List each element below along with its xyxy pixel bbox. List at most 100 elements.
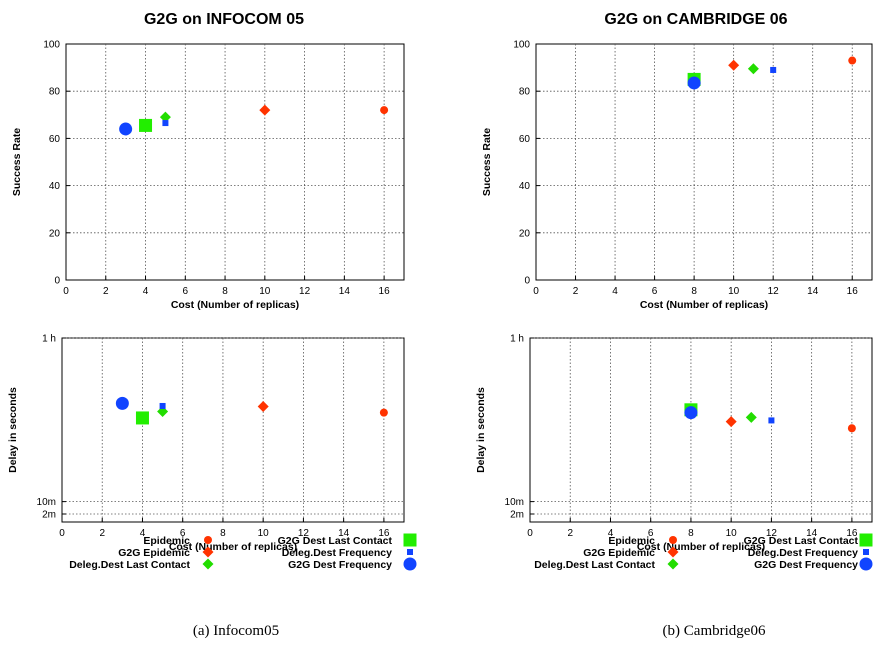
plot-cambridge-delay: 0 2 4 6 8 10 12 14 16 10m 1 h 2m Cost (Number of rep… bbox=[475, 334, 873, 553]
y-axis-label: Success Rate bbox=[11, 128, 23, 196]
x-tick-label: 0 bbox=[59, 528, 65, 539]
plot-infocom-delay: 0 2 4 6 8 10 12 14 16 10m 1 h 2m Cost (Number of rep… bbox=[7, 334, 405, 553]
y-tick-label: 2m bbox=[510, 510, 524, 521]
legend-marker-g2g-epidemic bbox=[667, 546, 679, 558]
x-tick-label: 8 bbox=[688, 528, 694, 539]
x-tick-label: 2 bbox=[567, 528, 573, 539]
y-tick-label: 80 bbox=[49, 87, 61, 98]
data-point-g2g-frequency bbox=[684, 406, 698, 420]
y-tick-label: 10m bbox=[505, 497, 524, 508]
data-point-g2g-frequency bbox=[115, 396, 129, 410]
y-tick-label: 10m bbox=[37, 497, 56, 508]
caption-b: (b) Cambridge06 bbox=[663, 623, 766, 639]
y-tick-label: 80 bbox=[519, 87, 531, 98]
data-point-deleg-last-contact bbox=[747, 63, 759, 75]
data-point-epidemic bbox=[847, 424, 856, 433]
y-tick-label: 40 bbox=[49, 181, 61, 192]
data-point-g2g-frequency bbox=[687, 76, 701, 90]
x-tick-label: 0 bbox=[533, 286, 539, 297]
legend-marker-g2g-last-contact bbox=[403, 533, 417, 547]
x-tick-label: 6 bbox=[180, 528, 186, 539]
x-tick-label: 12 bbox=[766, 528, 778, 539]
x-tick-label: 4 bbox=[608, 528, 614, 539]
x-tick-label: 16 bbox=[378, 528, 390, 539]
y-tick-label: 20 bbox=[49, 228, 61, 239]
y-axis-label: Delay in seconds bbox=[475, 387, 487, 473]
legend-marker-deleg-frequency bbox=[407, 549, 413, 555]
x-tick-label: 4 bbox=[612, 286, 618, 297]
legend-marker-g2g-epidemic bbox=[202, 546, 214, 558]
x-tick-label: 2 bbox=[99, 528, 105, 539]
data-point-g2g-frequency bbox=[119, 122, 133, 136]
legend-label-deleg-last-contact: Deleg.Dest Last Contact bbox=[69, 559, 190, 571]
x-tick-label: 16 bbox=[847, 286, 859, 297]
x-axis-label: Cost (Number of replicas) bbox=[640, 299, 768, 311]
data-point-deleg-last-contact bbox=[745, 411, 757, 423]
x-tick-label: 6 bbox=[652, 286, 658, 297]
legend-marker-deleg-last-contact bbox=[667, 558, 679, 570]
legend-label-g2g-epidemic: G2G Epidemic bbox=[583, 547, 655, 559]
y-tick-label: 20 bbox=[519, 228, 531, 239]
plot-frame bbox=[529, 337, 873, 523]
y-tick-label: 1 h bbox=[42, 334, 56, 345]
y-tick-label: 2m bbox=[42, 510, 56, 521]
x-tick-label: 14 bbox=[806, 528, 818, 539]
x-tick-label: 16 bbox=[846, 528, 858, 539]
x-tick-label: 16 bbox=[379, 286, 391, 297]
legend-label-g2g-frequency: G2G Dest Frequency bbox=[288, 559, 392, 571]
y-axis-label: Success Rate bbox=[481, 128, 493, 196]
x-tick-label: 10 bbox=[728, 286, 740, 297]
data-point-epidemic bbox=[379, 408, 388, 417]
legend-marker-deleg-last-contact bbox=[202, 558, 214, 570]
y-tick-label: 100 bbox=[513, 40, 530, 51]
legend-marker-deleg-frequency bbox=[863, 549, 869, 555]
x-tick-label: 2 bbox=[103, 286, 109, 297]
data-point-g2g-last-contact bbox=[135, 411, 149, 425]
legend-marker-epidemic bbox=[204, 536, 212, 544]
data-point-deleg-frequency bbox=[768, 417, 775, 424]
y-tick-label: 0 bbox=[524, 276, 530, 287]
data-point-g2g-epidemic bbox=[725, 416, 737, 428]
x-axis-label: Cost (Number of replicas) bbox=[637, 541, 765, 553]
plot-cambridge-success: 0 2 4 6 8 10 12 14 16 0 20 40 60 80 100 Cost (Number of… bbox=[481, 40, 873, 311]
y-tick-label: 60 bbox=[49, 134, 61, 145]
data-point-g2g-epidemic bbox=[728, 59, 740, 71]
x-tick-label: 0 bbox=[527, 528, 533, 539]
data-point-epidemic bbox=[848, 56, 857, 65]
x-tick-label: 12 bbox=[299, 286, 311, 297]
x-axis-label: Cost (Number of replicas) bbox=[169, 541, 297, 553]
legend-marker-g2g-last-contact bbox=[859, 533, 873, 547]
plot-infocom-success: 0 2 4 6 8 10 12 14 16 0 20 40 60 80 100 Cost (Number of… bbox=[11, 40, 405, 311]
x-tick-label: 4 bbox=[140, 528, 146, 539]
data-point-g2g-epidemic bbox=[257, 401, 269, 413]
data-point-g2g-last-contact bbox=[139, 118, 153, 132]
x-tick-label: 10 bbox=[259, 286, 271, 297]
legend-label-g2g-last-contact: G2G Dest Last Contact bbox=[278, 535, 393, 547]
data-point-deleg-frequency bbox=[162, 120, 169, 127]
legend-label-deleg-frequency: Deleg.Dest Frequency bbox=[282, 547, 392, 559]
x-tick-label: 14 bbox=[339, 286, 351, 297]
y-tick-label: 60 bbox=[519, 134, 531, 145]
legend-label-g2g-frequency: G2G Dest Frequency bbox=[754, 559, 858, 571]
x-tick-label: 6 bbox=[183, 286, 189, 297]
data-point-g2g-epidemic bbox=[259, 104, 271, 116]
plot-frame bbox=[535, 43, 873, 281]
legend-label-g2g-epidemic: G2G Epidemic bbox=[118, 547, 190, 559]
legend-marker-g2g-frequency bbox=[403, 557, 417, 571]
legend-label-g2g-last-contact: G2G Dest Last Contact bbox=[744, 535, 859, 547]
legend-label-deleg-frequency: Deleg.Dest Frequency bbox=[748, 547, 858, 559]
legend-label-deleg-last-contact: Deleg.Dest Last Contact bbox=[534, 559, 655, 571]
x-tick-label: 14 bbox=[807, 286, 819, 297]
chart-title-infocom: G2G on INFOCOM 05 bbox=[144, 11, 304, 28]
x-tick-label: 8 bbox=[220, 528, 226, 539]
legend-marker-g2g-frequency bbox=[859, 557, 873, 571]
legend-label-epidemic: Epidemic bbox=[608, 535, 655, 547]
caption-a: (a) Infocom05 bbox=[193, 623, 279, 639]
x-axis-label: Cost (Number of replicas) bbox=[171, 299, 299, 311]
x-tick-label: 0 bbox=[63, 286, 69, 297]
y-tick-label: 40 bbox=[519, 181, 531, 192]
x-tick-label: 6 bbox=[648, 528, 654, 539]
